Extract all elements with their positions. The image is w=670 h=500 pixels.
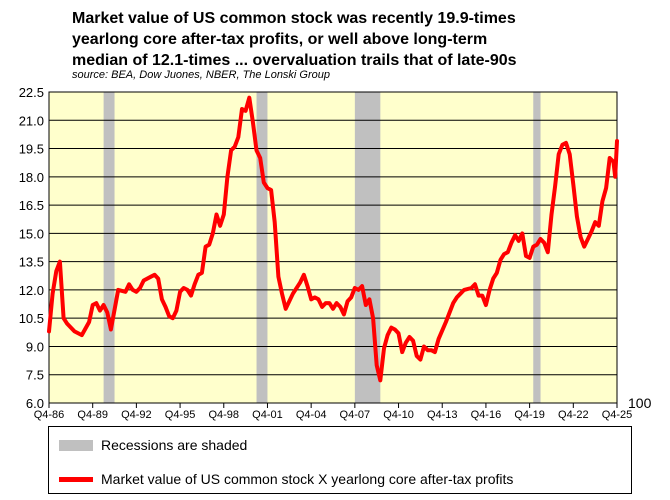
x-tick-label: Q4-01 [252, 409, 283, 421]
y-axis: 22.5 21.0 19.5 18.0 16.5 15.0 13.5 12.0 10.5 9.0 7… [19, 85, 44, 411]
plot-border [48, 91, 618, 404]
x-axis: Q4-86 Q4-89 Q4-92 Q4-95 Q4-98 Q4-01 Q4-04 Q4-07… [34, 403, 633, 421]
y-tick-label: 21.0 [19, 113, 44, 128]
x-tick-label: Q4-95 [165, 409, 196, 421]
y-tick-label: 13.5 [19, 255, 44, 270]
x-tick-label: Q4-86 [34, 409, 65, 421]
recession-band-2 [256, 92, 268, 403]
title-line-1: Market value of US common stock was rece… [72, 10, 516, 27]
x-tick-label: Q4-22 [558, 409, 589, 421]
recession-band-1 [103, 92, 115, 403]
legend-item-series: Market value of US common stock X yearlo… [59, 471, 513, 487]
x-tick-label: Q4-16 [471, 409, 502, 421]
y-tick-label: 6.0 [26, 396, 44, 411]
source-note: source: BEA, Dow Juones, NBER, The Lonsk… [72, 69, 331, 81]
x-tick-label: Q4-07 [340, 409, 371, 421]
series-swatch [59, 476, 93, 482]
series-line-pe-ratio [47, 95, 619, 383]
y-tick-label: 16.5 [19, 198, 44, 213]
x-tick-label: Q4-98 [208, 409, 239, 421]
y-tick-label: 9.0 [26, 339, 44, 354]
x-tick-label: Q4-89 [77, 409, 108, 421]
y-tick-label: 12.0 [19, 283, 44, 298]
x-tick-label: Q4-19 [514, 409, 545, 421]
recession-band-4 [533, 92, 541, 403]
title-line-3: median of 12.1-times ... overvaluation t… [72, 52, 517, 69]
x-tick-label: Q4-04 [296, 409, 327, 421]
legend: Recessions are shaded Market value of US… [48, 426, 632, 494]
recession-swatch [59, 439, 93, 451]
y-tick-label: 18.0 [19, 170, 44, 185]
y-tick-label: 10.5 [19, 311, 44, 326]
y-tick-label: 19.5 [19, 142, 44, 157]
x-tick-label: Q4-13 [427, 409, 458, 421]
legend-item-recessions: Recessions are shaded [59, 437, 247, 453]
y-tick-label: 22.5 [19, 85, 44, 100]
title-line-2: yearlong core after-tax profits, or well… [72, 31, 488, 48]
plot-area [49, 92, 617, 403]
legend-label-recessions: Recessions are shaded [101, 437, 248, 453]
legend-label-series: Market value of US common stock X yearlo… [101, 471, 514, 487]
y-tick-label: 15.0 [19, 226, 44, 241]
x-tick-label: Q4-10 [383, 409, 414, 421]
x-tick-label: Q4-92 [121, 409, 152, 421]
right-axis-label: 100 [628, 395, 652, 411]
chart-title: Market value of US common stock was rece… [72, 8, 662, 81]
y-tick-label: 7.5 [26, 368, 44, 383]
x-tick-label: Q4-25 [602, 409, 633, 421]
